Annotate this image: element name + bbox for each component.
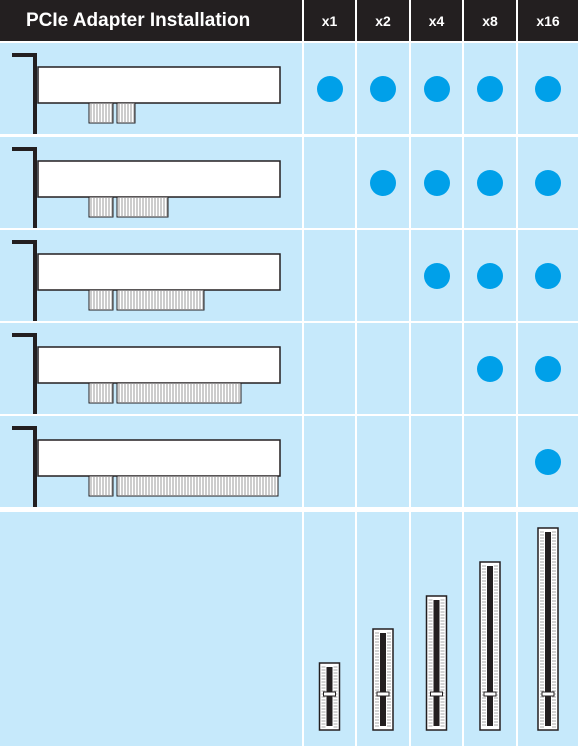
fit-dot [370,75,396,102]
compat-cell-x1-in-x16 [518,43,578,134]
compat-cell-x2-in-x4 [411,137,462,228]
slot-row-label-cell [0,512,302,746]
compat-cell-x8-in-x4 [411,323,462,414]
compat-cell-x4-in-x4 [411,230,462,321]
compat-cell-x1-in-x1 [304,43,355,134]
fit-dot [477,169,503,196]
compat-cell-x16-in-x1 [304,416,355,507]
adapter-card-x2 [12,147,281,228]
adapter-card-x16 [12,426,281,507]
column-header-x8: x8 [464,0,516,41]
motherboard-slot-x2 [372,628,394,731]
compat-cell-x16-in-x4 [411,416,462,507]
compat-cell-x8-in-x16 [518,323,578,414]
compat-cell-x4-in-x1 [304,230,355,321]
fit-dot [477,262,503,289]
adapter-card-x4 [12,240,281,321]
fit-dot [535,448,561,475]
motherboard-slot-x16 [537,527,559,731]
fit-dot [423,169,450,196]
compat-cell-x1-in-x4 [411,43,462,134]
compat-cell-x8-in-x1 [304,323,355,414]
column-header-x1: x1 [304,0,355,41]
compat-cell-x2-in-x1 [304,137,355,228]
fit-dot [535,169,561,196]
column-header-x4: x4 [411,0,462,41]
fit-dot [316,75,343,102]
compat-cell-x4-in-x2 [357,230,409,321]
motherboard-slot-x4 [425,595,448,731]
chart-title: PCIe Adapter Installation [0,0,302,41]
compat-cell-x2-in-x16 [518,137,578,228]
fit-dot [535,355,561,382]
motherboard-slot-x8 [479,561,501,731]
motherboard-slot-x1 [318,662,341,731]
fit-dot [423,262,450,289]
compat-cell-x16-in-x16 [518,416,578,507]
compat-cell-x4-in-x16 [518,230,578,321]
compat-cell-x8-in-x2 [357,323,409,414]
fit-dot [370,169,396,196]
fit-dot [423,75,450,102]
fit-dot [535,75,561,102]
adapter-card-x1 [12,53,281,134]
compat-cell-x1-in-x2 [357,43,409,134]
fit-dot [535,262,561,289]
fit-dot [477,75,503,102]
compat-cell-x16-in-x2 [357,416,409,507]
compat-cell-x1-in-x8 [464,43,516,134]
column-header-x2: x2 [357,0,409,41]
compat-cell-x16-in-x8 [464,416,516,507]
compat-cell-x2-in-x8 [464,137,516,228]
compat-cell-x2-in-x2 [357,137,409,228]
fit-dot [477,355,503,382]
column-header-x16: x16 [518,0,578,41]
adapter-card-x8 [12,333,281,414]
compat-cell-x4-in-x8 [464,230,516,321]
compat-cell-x8-in-x8 [464,323,516,414]
